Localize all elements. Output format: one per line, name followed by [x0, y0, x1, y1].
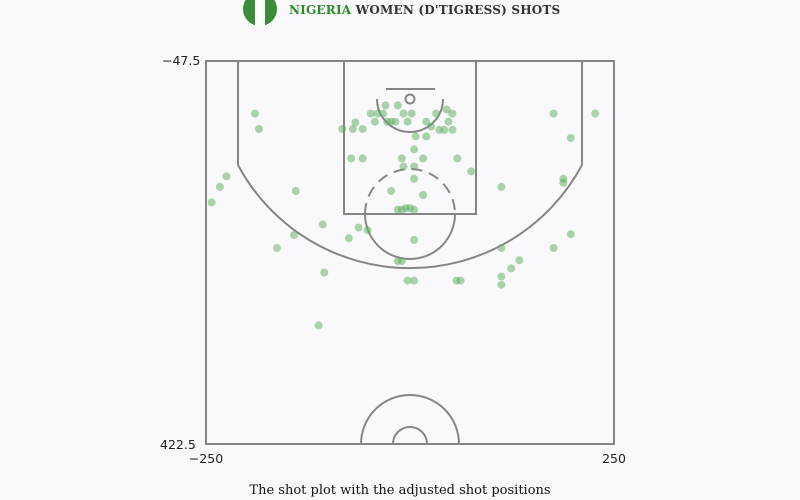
shot-point	[410, 235, 419, 244]
shot-point	[448, 125, 457, 134]
shot-point	[366, 109, 375, 118]
shot-markers	[207, 101, 600, 330]
shot-point	[419, 154, 428, 163]
chart-header: NIGERIA WOMEN (D'TIGRESS) SHOTS	[0, 0, 800, 26]
shot-point	[222, 172, 231, 181]
shot-point	[207, 198, 216, 207]
shot-point	[497, 280, 506, 289]
shot-point	[351, 118, 360, 127]
shot-point	[467, 167, 476, 176]
shot-point	[453, 154, 462, 163]
court-lines	[205, 60, 615, 445]
shot-point	[358, 154, 367, 163]
shot-point	[381, 101, 390, 110]
shot-point	[397, 257, 406, 266]
shot-point	[566, 134, 575, 142]
shot-point	[406, 204, 414, 213]
shot-point	[347, 154, 356, 163]
flag-stripe-middle	[255, 0, 265, 26]
shot-point	[291, 187, 300, 195]
shot-point	[456, 276, 465, 285]
shot-point	[411, 132, 420, 141]
shot-point	[354, 223, 363, 232]
shot-point	[387, 187, 396, 195]
shot-point	[410, 174, 419, 183]
shot-point	[497, 182, 506, 191]
basketball-half-court: −47.5 422.5 −250 250	[160, 53, 626, 466]
shot-point	[338, 125, 347, 133]
shot-point	[497, 244, 506, 252]
shot-point	[358, 125, 367, 133]
free-throw-circle-bottom	[364, 213, 456, 260]
title-team-name: NIGERIA	[289, 3, 352, 17]
shot-point	[290, 231, 299, 239]
shot-point	[444, 117, 453, 126]
rim	[404, 93, 416, 105]
shot-point	[407, 109, 416, 118]
chart-title: NIGERIA WOMEN (D'TIGRESS) SHOTS	[289, 3, 560, 17]
shot-point	[255, 125, 263, 133]
shot-point	[497, 272, 506, 281]
shot-point	[419, 191, 428, 199]
shot-point	[370, 117, 379, 126]
shot-point	[320, 268, 329, 277]
center-circle-outer	[360, 394, 460, 445]
free-throw-circle-top	[364, 168, 456, 215]
shot-point	[507, 264, 516, 273]
nigeria-flag-icon	[243, 0, 277, 26]
shot-point	[410, 145, 419, 154]
chart-caption: The shot plot with the adjusted shot pos…	[249, 483, 551, 498]
y-tick-top: −47.5	[162, 53, 200, 68]
shot-point	[318, 220, 327, 229]
shot-point	[393, 101, 402, 110]
shot-point	[549, 109, 558, 118]
shot-point	[549, 244, 558, 252]
y-tick-bottom: 422.5	[160, 437, 196, 452]
shot-point	[427, 122, 436, 131]
shot-point	[373, 109, 382, 118]
shot-point	[403, 276, 412, 285]
shot-point	[422, 117, 431, 126]
shot-point	[399, 162, 408, 171]
shot-point	[348, 125, 357, 133]
title-rest: WOMEN (D'TIGRESS) SHOTS	[355, 3, 561, 17]
shot-point	[273, 244, 281, 252]
shot-point	[422, 132, 431, 141]
three-point-arc	[237, 164, 583, 270]
shot-point	[432, 109, 441, 118]
shot-point	[399, 109, 408, 118]
shot-point	[215, 182, 224, 191]
shot-point	[448, 109, 457, 118]
paint-box	[343, 60, 477, 215]
shot-point	[410, 276, 419, 285]
court-boundary	[205, 60, 615, 445]
shot-point	[379, 109, 388, 118]
shot-point	[403, 117, 412, 126]
shot-point	[410, 162, 419, 171]
shot-point	[363, 226, 372, 235]
x-tick-left: −250	[189, 451, 223, 466]
shot-point	[440, 125, 449, 134]
shot-point	[566, 230, 575, 239]
shot-point	[397, 154, 406, 163]
shot-point	[393, 205, 402, 214]
shot-point	[442, 105, 451, 114]
shot-point	[591, 109, 600, 118]
shot-point	[344, 234, 353, 243]
shot-point	[314, 321, 323, 330]
shot-point	[515, 256, 524, 265]
shot-point	[559, 174, 568, 183]
shot-point	[391, 117, 400, 126]
x-tick-right: 250	[602, 451, 626, 466]
shot-point	[251, 109, 259, 118]
center-circle-inner	[392, 426, 428, 445]
